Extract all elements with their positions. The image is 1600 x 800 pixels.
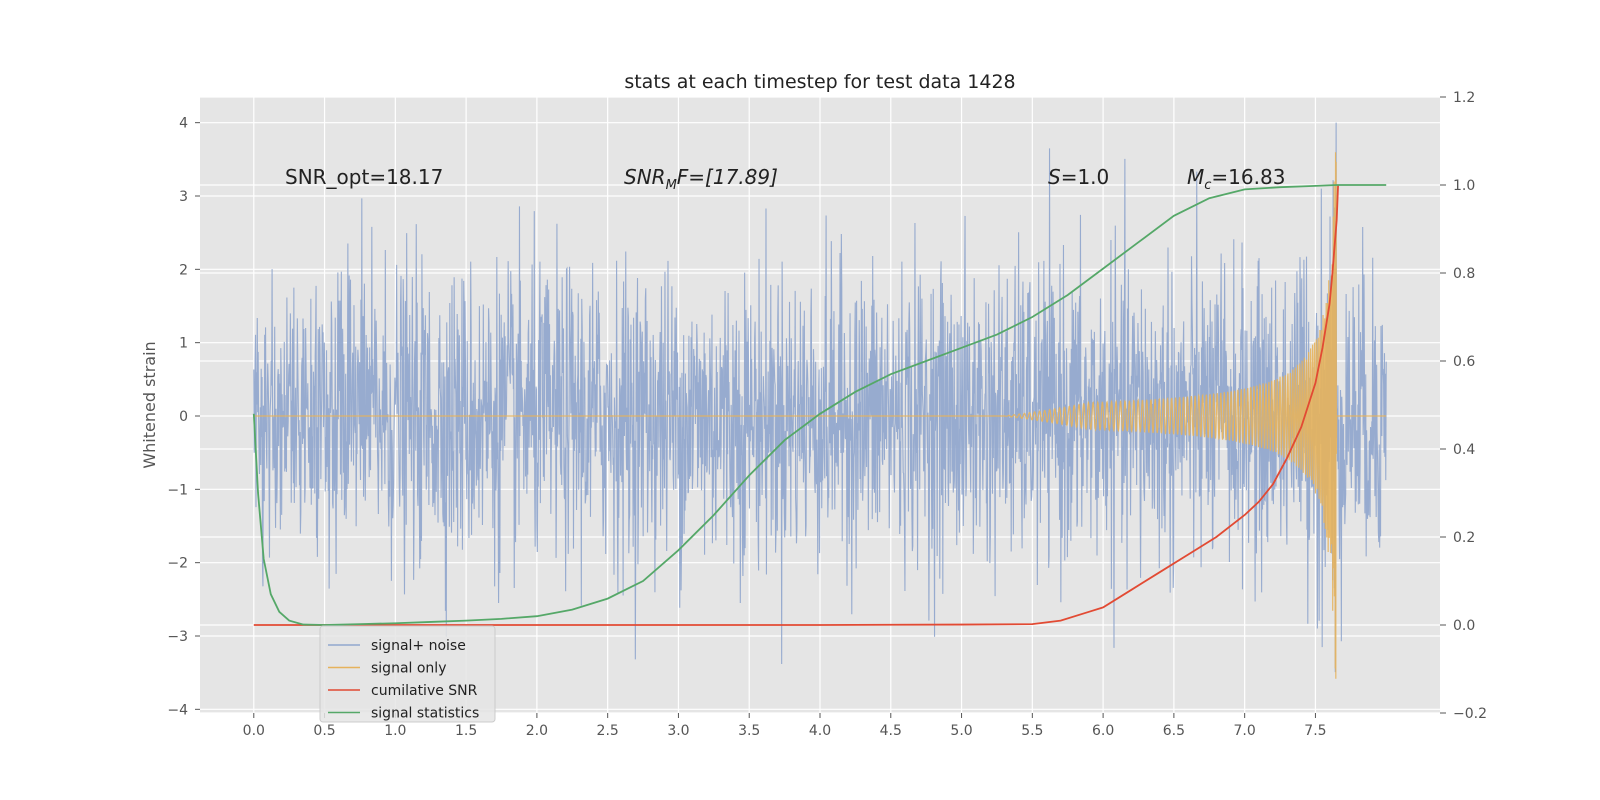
x-tick-label: 0.0 <box>243 723 265 739</box>
series-lines <box>252 184 1387 626</box>
x-tick-label: 2.5 <box>597 723 619 739</box>
legend-box <box>319 625 496 723</box>
line-cumilative-snr <box>253 184 1339 626</box>
y-tick-label: −3 <box>167 629 188 645</box>
s-main: S <box>1048 165 1061 189</box>
y2-tick-label: 0.6 <box>1453 354 1475 370</box>
x-tick-label: 4.0 <box>809 723 831 739</box>
y-tick-label: −2 <box>167 556 188 572</box>
x-tick-label: 4.5 <box>880 723 902 739</box>
x-tick-label: 7.5 <box>1304 723 1326 739</box>
mc-sub: c <box>1204 178 1211 193</box>
snr-mf-sub: M <box>666 178 677 193</box>
y-tick-label: 2 <box>179 262 188 278</box>
y2-tick-label: 0.4 <box>1453 442 1475 458</box>
y2-tick-label: 0.2 <box>1453 530 1475 546</box>
legend-label: signal+ noise <box>371 638 466 654</box>
series-signal-only <box>253 152 1387 679</box>
y-tick-label: 1 <box>179 336 188 352</box>
y2-tick-label: 1.0 <box>1453 178 1475 194</box>
x-tick-label: 6.0 <box>1092 723 1114 739</box>
mc-main: M <box>1187 165 1204 189</box>
line-signal-statistics <box>252 184 1387 626</box>
y-tick-label: 0 <box>179 409 188 425</box>
x-tick-label: 5.5 <box>1021 723 1043 739</box>
annotation-snr-opt: SNR_opt=18.17 <box>285 165 443 189</box>
y-tick-label: 3 <box>179 189 188 205</box>
y-tick-label: −4 <box>167 702 188 718</box>
legend: signal+ noise signal only cumilative SNR si… <box>319 625 496 723</box>
snr-mf-rest: F=[17.89] <box>677 165 778 189</box>
axis-ticks: 0.0 0.5 1.0 1.5 2.0 2.5 3.0 3.5 4.0 4.5 5.0 5.5 6.0 6… <box>167 90 1487 739</box>
legend-label: cumilative SNR <box>371 683 478 699</box>
x-tick-label: 1.0 <box>384 723 406 739</box>
annotation-s: S=1.0 <box>1048 165 1109 189</box>
y2-tick-label: 0.8 <box>1453 266 1475 282</box>
x-tick-label: 6.5 <box>1163 723 1185 739</box>
y2-tick-label: −0.2 <box>1453 706 1487 722</box>
annotation-mc: Mc=16.83 <box>1187 165 1285 193</box>
y2-tick-label: 1.2 <box>1453 90 1475 106</box>
y2-tick-label: 0.0 <box>1453 618 1475 634</box>
x-tick-label: 0.5 <box>313 723 335 739</box>
s-rest: =1.0 <box>1061 165 1110 189</box>
x-tick-label: 3.0 <box>667 723 689 739</box>
x-tick-label: 2.0 <box>526 723 548 739</box>
y-tick-label: 4 <box>179 116 188 132</box>
x-tick-label: 5.0 <box>950 723 972 739</box>
annotation-snr-mf: SNRMF=[17.89] <box>624 165 778 193</box>
legend-label: signal only <box>371 661 446 677</box>
line-signal-only <box>253 152 1387 679</box>
x-tick-label: 1.5 <box>455 723 477 739</box>
x-tick-label: 7.0 <box>1234 723 1256 739</box>
y-axis-label: Whitened strain <box>140 341 159 468</box>
legend-label: signal statistics <box>371 706 479 722</box>
mc-rest: =16.83 <box>1211 165 1285 189</box>
x-tick-label: 3.5 <box>738 723 760 739</box>
chart-title: stats at each timestep for test data 142… <box>624 71 1015 93</box>
grid-lines <box>200 96 1440 714</box>
y-tick-label: −1 <box>167 482 188 498</box>
snr-mf-main: SNR <box>624 165 666 189</box>
